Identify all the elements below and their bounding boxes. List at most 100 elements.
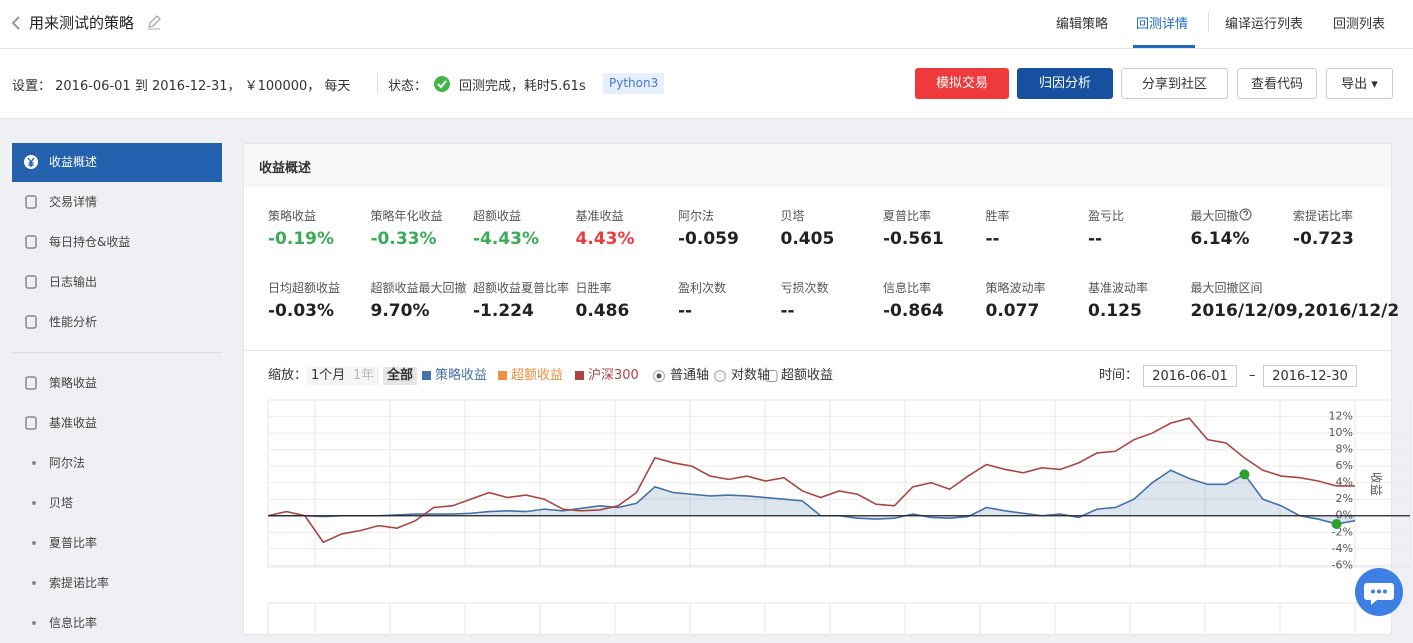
button[interactable]: 分享到社区 [1121,68,1228,99]
bullet [32,501,36,505]
metric-label: 超额收益夏普比率 [473,281,570,295]
button-label: 查看代码 [1250,77,1303,92]
metric-value: -0.561 [883,229,944,249]
sidebar-subitem[interactable]: 信息比率 [12,604,222,643]
sidebar-item[interactable]: 收益概述 [12,143,222,182]
metric-value: -0.03% [268,301,335,321]
axis-option[interactable]: 普通轴 [670,368,710,383]
button[interactable]: 查看代码 [1237,68,1317,99]
date-input[interactable]: 2016-12-30 [1263,365,1357,387]
sidebar-item[interactable]: 日志输出 [12,263,222,302]
button-label: 分享到社区 [1141,77,1207,92]
legend-label[interactable]: 沪深300 [588,368,639,383]
edit-icon[interactable] [146,14,162,30]
metric-value: -- [780,301,795,321]
metric-label: 最大回撤 [1190,209,1239,223]
metric-label: 盈利次数 [678,281,727,295]
sidebar-icon [25,275,37,289]
axis-option[interactable]: 超额收益 [781,368,834,383]
metric-value: -- [1088,229,1103,249]
button[interactable]: 归因分析 [1017,68,1113,99]
panel-title: 收益概述 [259,161,312,176]
legend-label[interactable]: 超额收益 [511,368,564,383]
axis-option[interactable]: 对数轴 [731,368,771,383]
metric-label: 基准收益 [575,209,624,223]
sidebar-item[interactable]: 每日持仓&收益 [12,223,222,262]
sidebar-divider [12,352,222,353]
metric-value: -0.723 [1293,229,1354,249]
icon-shape [1243,210,1248,219]
sidebar-subitem[interactable]: 索提诺比率 [12,564,222,603]
sidebar-icon [25,315,37,329]
icon-shape [25,195,37,209]
zoom-button[interactable]: 1个月 [307,367,350,385]
button[interactable]: 模拟交易 [915,68,1009,99]
sidebar-subitem[interactable]: 阿尔法 [12,444,222,483]
legend-swatch [422,371,431,380]
button-label: 导出 [1341,77,1368,92]
tab[interactable]: 编辑策略 [1056,17,1109,32]
icon-shape [25,315,37,329]
metric-label: 策略波动率 [985,281,1046,295]
bullet [32,541,36,545]
back-icon[interactable] [10,15,22,31]
metric-label: 基准波动率 [1088,281,1149,295]
button[interactable]: 导出 ▾ [1326,68,1393,99]
metric-value: -- [678,301,693,321]
sidebar-label: 索提诺比率 [49,576,110,590]
date-input[interactable]: 2016-06-01 [1143,365,1237,387]
separator [377,73,378,93]
tab-active[interactable]: 回测详情 [1136,17,1189,32]
panel-header [244,144,1391,187]
bullet [32,461,36,465]
metric-value: 0.125 [1088,301,1142,321]
sidebar-subitem[interactable]: 贝塔 [12,484,222,523]
divider [244,350,1391,351]
y-tick-label: -4% [1332,542,1353,555]
icon-shape [25,275,37,289]
sidebar-icon [24,155,38,169]
sidebar-item[interactable]: 策略收益 [12,364,222,403]
metric-label: 日胜率 [575,281,612,295]
button-label: 模拟交易 [935,76,988,91]
area-fill [268,470,1355,525]
radio[interactable] [714,370,726,382]
time-label: 时间： [1099,368,1139,383]
metric-value: -0.059 [678,229,739,249]
sidebar-label: 策略收益 [49,376,98,390]
legend-swatch [498,371,507,380]
sidebar-subitem[interactable]: 夏普比率 [12,524,222,563]
icon-shape [25,416,37,430]
metric-value: 0.486 [575,301,630,321]
button-label: 归因分析 [1038,76,1091,91]
sidebar-item[interactable]: 基准收益 [12,404,222,443]
sidebar-item[interactable]: 交易详情 [12,183,222,222]
sidebar-icon [25,195,37,209]
metric-value: 4.43% [575,229,635,249]
metric-label: 夏普比率 [883,209,932,223]
icon-shape [25,376,37,390]
radio-dot [656,373,662,379]
metric-value: -0.864 [883,301,944,321]
sidebar-label: 信息比率 [49,616,98,630]
tab[interactable]: 编译运行列表 [1225,17,1304,32]
tab[interactable]: 回测列表 [1333,17,1386,32]
zoom-button[interactable]: 全部 [383,367,418,385]
sidebar-item[interactable]: 性能分析 [12,303,222,342]
chat-button[interactable] [1355,568,1403,616]
metric-label: 超额收益 [473,209,522,223]
sidebar-label: 贝塔 [49,496,74,510]
metric-value: 0.405 [780,229,835,249]
sidebar-label: 每日持仓&收益 [49,235,131,249]
checkbox[interactable] [765,370,778,382]
metric-value: -0.19% [268,229,335,249]
legend-label[interactable]: 策略收益 [435,368,488,383]
y-tick-label: -6% [1332,558,1353,571]
sidebar-label: 日志输出 [49,275,98,289]
metric-label: 亏损次数 [780,281,829,295]
zoom-button[interactable]: 1年 [348,367,380,385]
icon-shape [27,157,35,167]
badge: Python3 [603,73,665,94]
